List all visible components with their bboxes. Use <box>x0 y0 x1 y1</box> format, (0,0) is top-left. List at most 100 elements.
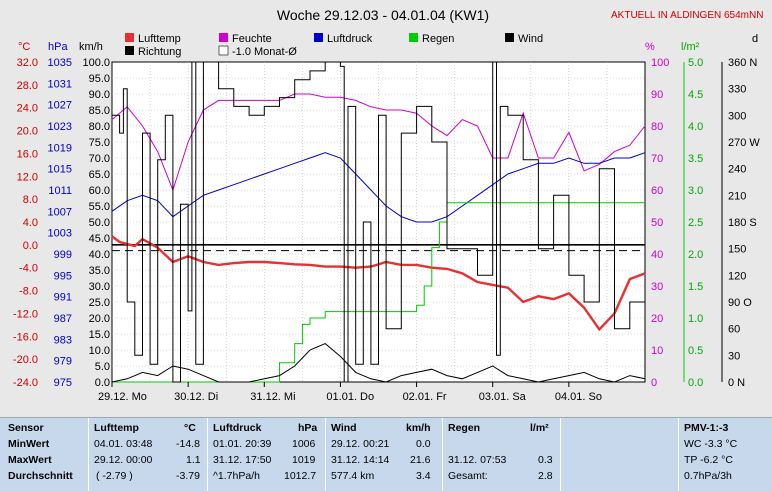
series-feuchte <box>111 93 646 192</box>
unit-temp: °C <box>18 41 30 53</box>
pmv-header: PMV-1:-3 <box>684 422 729 434</box>
lufttemp-max-value: 1.1 <box>186 454 201 466</box>
pressure-tick-label: 1027 <box>48 100 72 112</box>
x-tick-label: 29.12. Mo <box>98 391 147 403</box>
row-label-avg: Durchschnitt <box>8 470 73 482</box>
series-richtung <box>112 61 645 383</box>
humidity-tick-label: 70 <box>651 153 663 165</box>
unit-rain: l/m² <box>681 41 700 53</box>
weather-chart: Woche 29.12.03 - 04.01.04 (KW1) AKTUELL … <box>12 7 764 403</box>
temp-tick-label: 0.0 <box>23 240 38 252</box>
pmv-trend: 0.7hPa/3h <box>684 470 732 482</box>
pressure-tick-label: 995 <box>54 270 72 282</box>
legend-swatch-lufttemp <box>125 33 134 42</box>
wind-header: Wind <box>331 422 357 434</box>
temp-tick-label: -16.0 <box>13 331 38 343</box>
pressure-tick-label: 1007 <box>48 206 72 218</box>
temp-tick-label: 4.0 <box>23 217 38 229</box>
direction-tick-label: 90 O <box>728 297 752 309</box>
wind-unit: km/h <box>406 422 431 434</box>
unit-wind: km/h <box>79 41 103 53</box>
humidity-tick-label: 40 <box>651 249 663 261</box>
pressure-tick-label: 1015 <box>48 164 72 176</box>
direction-tick-label: 270 W <box>728 137 760 149</box>
pressure-tick-label: 1023 <box>48 121 72 133</box>
chart-series <box>111 61 646 383</box>
pmv-dewpoint: TP -6.2 °C <box>684 454 733 466</box>
lufttemp-avg-value: -3.79 <box>176 470 200 482</box>
rain-tick-label: 3.0 <box>688 185 703 197</box>
direction-tick-label: 60 <box>728 324 740 336</box>
rain-tick-label: 4.0 <box>688 121 703 133</box>
rain-tick-label: 0.0 <box>688 377 703 389</box>
x-tick-label: 03.01. Sa <box>479 391 527 403</box>
pressure-tick-label: 999 <box>54 249 72 261</box>
wind-tick-label: 60.0 <box>89 185 110 197</box>
legend-swatch-monat <box>218 45 229 56</box>
row-label-min: MinWert <box>8 438 50 450</box>
unit-direction: d <box>752 33 758 45</box>
direction-tick-label: 0 N <box>728 377 745 389</box>
legend-swatch-feuchte <box>219 33 228 42</box>
info-table: Sensor MinWert MaxWert Durchschnitt Luft… <box>0 417 772 491</box>
x-tick-label: 01.01. Do <box>326 391 374 403</box>
temp-tick-label: -20.0 <box>13 354 38 366</box>
humidity-tick-label: 10 <box>651 345 663 357</box>
pressure-tick-label: 1035 <box>48 57 72 69</box>
legend-label-richtung: Richtung <box>138 46 181 58</box>
wind-tick-label: 65.0 <box>89 169 110 181</box>
direction-tick-label: 330 <box>728 84 746 96</box>
legend-label-regen: Regen <box>422 33 454 45</box>
lufttemp-max-time: 29.12. 00:00 <box>94 454 153 466</box>
pressure-tick-label: 1019 <box>48 142 72 154</box>
wind-min-value: 0.0 <box>416 438 431 450</box>
legend-swatch-wind <box>505 33 514 42</box>
temp-tick-label: 12.0 <box>17 171 38 183</box>
regen-total-value: 2.8 <box>538 470 553 482</box>
direction-tick-label: 180 S <box>728 217 757 229</box>
rain-tick-label: 2.0 <box>688 249 703 261</box>
legend: Lufttemp Feuchte Luftdruck Regen Wind Ri… <box>125 33 543 58</box>
wind-tick-label: 15.0 <box>89 329 110 341</box>
rain-tick-label: 1.0 <box>688 313 703 325</box>
x-tick-label: 30.12. Di <box>174 391 218 403</box>
rain-tick-label: 1.5 <box>688 281 703 293</box>
direction-tick-label: 120 <box>728 270 746 282</box>
luftdruck-unit: hPa <box>298 422 318 434</box>
wind-distance: 577.4 km <box>331 470 375 482</box>
x-tick-label: 31.12. Mi <box>250 391 295 403</box>
regen-unit: l/m² <box>530 422 549 434</box>
rain-tick-label: 0.5 <box>688 345 703 357</box>
luftdruck-avg-value: 1012.7 <box>284 470 317 482</box>
luftdruck-min-value: 1006 <box>292 438 316 450</box>
lufttemp-avg-note: ( -2.79 ) <box>96 470 133 482</box>
legend-swatch-luftdruck <box>314 33 323 42</box>
lufttemp-header: Lufttemp <box>94 422 139 434</box>
wind-tick-label: 70.0 <box>89 153 110 165</box>
humidity-tick-label: 30 <box>651 281 663 293</box>
lufttemp-min-time: 04.01. 03:48 <box>94 438 153 450</box>
humidity-tick-label: 20 <box>651 313 663 325</box>
humidity-tick-label: 100 <box>651 57 669 69</box>
wind-tick-label: 30.0 <box>89 281 110 293</box>
pressure-tick-label: 975 <box>54 377 72 389</box>
pressure-tick-label: 987 <box>54 313 72 325</box>
temp-tick-label: -8.0 <box>19 286 38 298</box>
wind-tick-label: 5.0 <box>95 361 110 373</box>
luftdruck-max-time: 31.12. 17:50 <box>213 454 272 466</box>
luftdruck-trend: ^1.7hPa/h <box>213 470 260 482</box>
wind-tick-label: 40.0 <box>89 249 110 261</box>
wind-tick-label: 25.0 <box>89 297 110 309</box>
x-tick-label: 04.01. So <box>555 391 602 403</box>
x-axis-ticks: 29.12. Mo 30.12. Di 31.12. Mi 01.01. Do 02.0… <box>98 382 602 403</box>
rain-tick-label: 3.5 <box>688 153 703 165</box>
temp-tick-label: -24.0 <box>13 377 38 389</box>
pressure-tick-label: 1031 <box>48 78 72 90</box>
pressure-tick-label: 991 <box>54 292 72 304</box>
regen-max-time: 31.12. 07:53 <box>448 454 507 466</box>
direction-tick-label: 360 N <box>728 57 757 69</box>
unit-pressure: hPa <box>48 41 68 53</box>
wind-tick-label: 10.0 <box>89 345 110 357</box>
wind-avg-value: 3.4 <box>416 470 431 482</box>
wind-tick-label: 85.0 <box>89 105 110 117</box>
